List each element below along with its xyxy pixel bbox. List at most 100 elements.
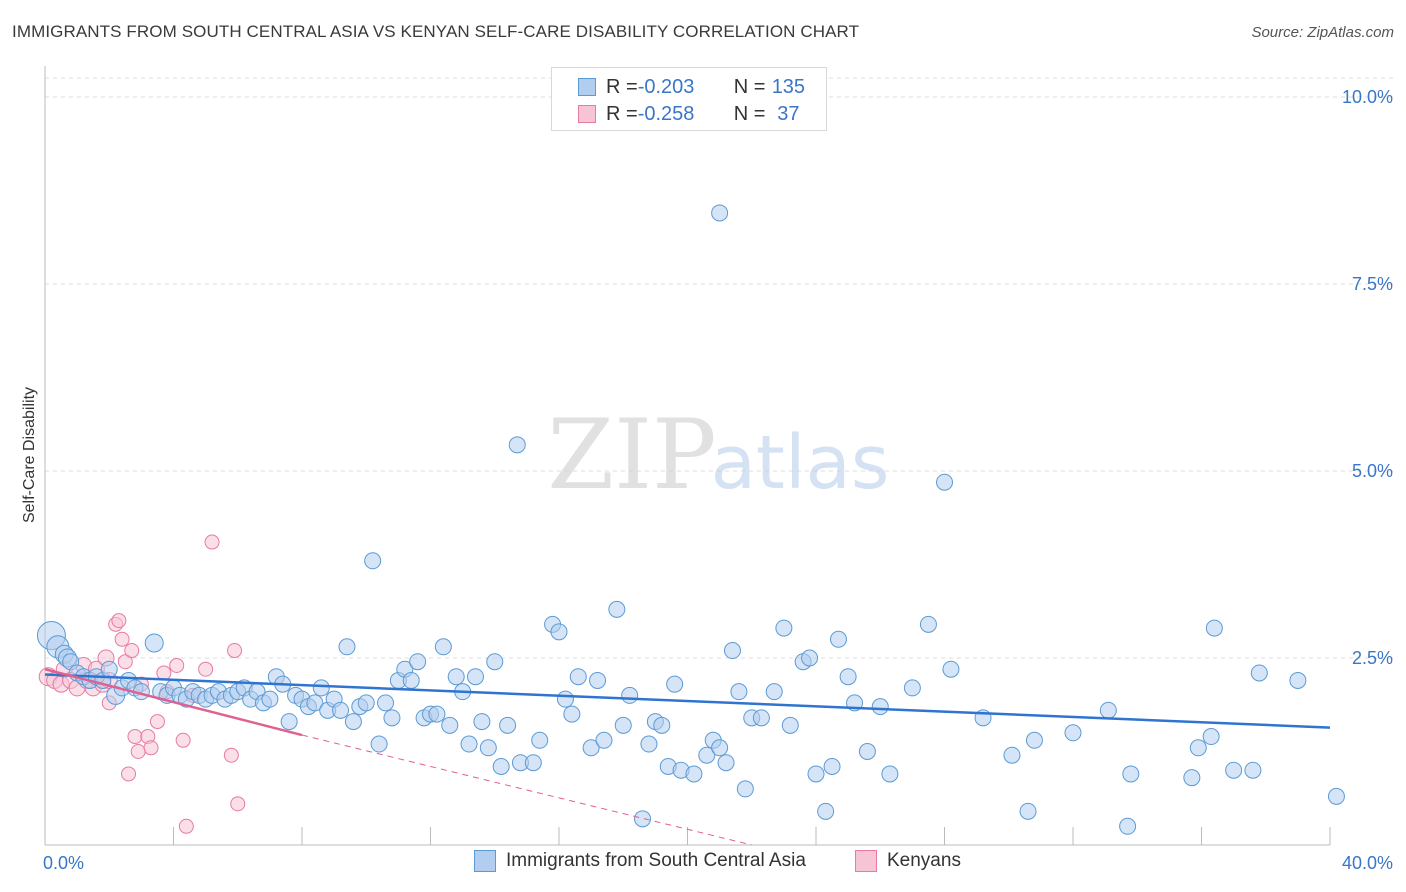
x-tick-label: 40.0% xyxy=(1342,853,1393,873)
data-point xyxy=(871,698,889,716)
trend-line-kenyans-extension xyxy=(301,734,752,846)
y-tick-label: 2.5% xyxy=(1352,648,1393,668)
y-tick-label: 10.0% xyxy=(1342,87,1393,107)
legend-label: Immigrants from South Central Asia xyxy=(506,850,806,871)
data-point xyxy=(723,642,741,660)
data-point xyxy=(1099,701,1117,719)
source-label: Source: ZipAtlas.com xyxy=(1251,24,1394,41)
tick-labels: 2.5% 5.0% 7.5% 10.0% 0.0% 40.0% xyxy=(43,87,1393,873)
legend-swatch-blue xyxy=(474,850,496,872)
legend-n-label: N = xyxy=(733,102,766,125)
data-point xyxy=(801,649,819,667)
data-point xyxy=(486,653,504,671)
data-point xyxy=(634,810,652,828)
data-point xyxy=(685,765,703,783)
data-point xyxy=(124,643,140,659)
data-point xyxy=(903,679,921,697)
data-point xyxy=(508,436,526,454)
data-point xyxy=(402,671,420,689)
data-point xyxy=(149,714,165,730)
data-point xyxy=(223,747,239,763)
trend-lines xyxy=(44,668,1331,846)
data-point xyxy=(556,690,574,708)
south-central-asia-points xyxy=(36,204,1345,835)
trend-line-south-central-asia xyxy=(44,673,1331,729)
data-point xyxy=(377,694,395,712)
legend-row-blue: R = -0.203 N = 135 xyxy=(578,74,805,100)
data-point xyxy=(589,671,607,689)
data-point xyxy=(817,802,835,820)
data-point xyxy=(582,739,600,757)
data-point xyxy=(858,743,876,760)
data-point xyxy=(717,754,735,772)
legend-n-value: 135 xyxy=(771,75,806,98)
data-point xyxy=(595,731,613,749)
data-point xyxy=(550,623,568,641)
data-point xyxy=(261,690,279,708)
legend-r-value: -0.203 xyxy=(637,75,695,98)
data-point xyxy=(169,657,185,673)
legend-swatch-blue xyxy=(578,78,596,96)
data-point xyxy=(306,694,324,712)
legend-r-label: R = xyxy=(606,75,638,98)
data-point xyxy=(111,613,127,629)
data-point xyxy=(178,818,194,834)
data-point xyxy=(338,638,356,656)
series-legend: Immigrants from South Central Asia Kenya… xyxy=(0,850,1406,878)
data-point xyxy=(312,679,330,697)
data-point xyxy=(711,204,729,222)
data-point xyxy=(781,716,799,734)
chart-title: IMMIGRANTS FROM SOUTH CENTRAL ASIA VS KE… xyxy=(12,22,860,41)
y-tick-label: 7.5% xyxy=(1352,274,1393,294)
watermark-atlas: atlas xyxy=(711,420,890,506)
data-point xyxy=(499,716,517,734)
data-point xyxy=(204,534,220,550)
grid-lines xyxy=(45,77,1393,659)
data-point xyxy=(100,660,118,678)
y-tick-label: 5.0% xyxy=(1352,461,1393,481)
data-point xyxy=(1025,731,1043,749)
data-point xyxy=(434,638,452,656)
data-point xyxy=(227,643,243,659)
data-point xyxy=(531,731,549,749)
data-point xyxy=(614,716,632,734)
legend-item-kenyans[interactable]: Kenyans xyxy=(855,850,961,872)
data-point xyxy=(919,615,937,633)
legend-n-value: 37 xyxy=(771,102,800,125)
data-point xyxy=(829,630,847,648)
data-point xyxy=(144,633,164,653)
legend-r-label: R = xyxy=(606,102,638,125)
data-point xyxy=(608,600,626,618)
data-point xyxy=(156,665,172,681)
data-point xyxy=(121,766,137,782)
data-point xyxy=(479,739,497,757)
data-point xyxy=(881,765,899,783)
data-point xyxy=(666,675,684,693)
watermark-zip: ZIP xyxy=(547,399,716,511)
data-point xyxy=(752,709,770,727)
data-point xyxy=(460,735,478,753)
data-point xyxy=(653,716,671,734)
data-point xyxy=(640,735,658,753)
legend-r-value: -0.258 xyxy=(637,102,695,125)
data-point xyxy=(807,765,825,783)
data-point xyxy=(143,740,159,756)
data-point xyxy=(280,713,298,731)
data-point xyxy=(114,631,130,647)
data-point xyxy=(409,653,427,671)
data-point xyxy=(563,705,581,723)
data-point xyxy=(1189,739,1207,757)
data-point xyxy=(1244,761,1262,779)
legend-swatch-pink xyxy=(578,105,596,123)
data-point xyxy=(370,735,388,753)
data-point xyxy=(364,552,382,570)
data-point xyxy=(621,686,639,704)
data-point xyxy=(730,683,748,701)
data-point xyxy=(466,668,484,686)
data-point xyxy=(1250,664,1268,682)
legend-item-south-central-asia[interactable]: Immigrants from South Central Asia xyxy=(474,850,806,872)
watermark: ZIP atlas xyxy=(547,399,889,511)
data-point xyxy=(492,757,510,775)
data-point xyxy=(1019,802,1037,820)
